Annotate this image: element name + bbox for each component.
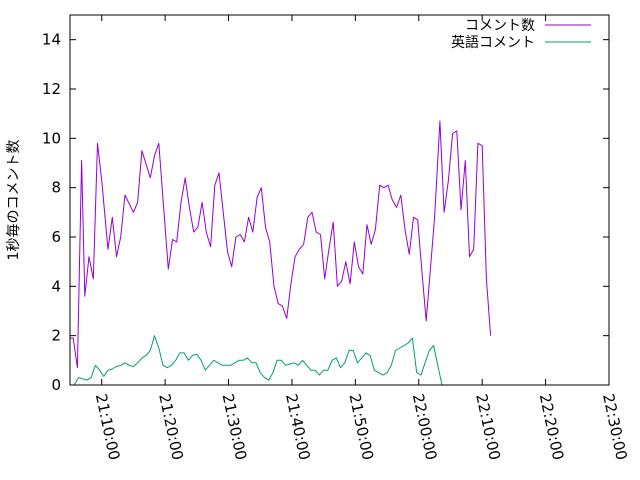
y-tick-label: 14	[42, 31, 61, 49]
series-line-2	[70, 335, 443, 386]
y-tick-label: 4	[51, 277, 61, 295]
series-line-1	[70, 120, 492, 369]
y-tick-label: 8	[51, 179, 61, 197]
x-tick-label: 22:20:00	[536, 392, 568, 462]
legend-label-1: コメント数	[465, 18, 535, 34]
x-tick-label: 21:20:00	[155, 392, 187, 462]
x-tick-label: 21:40:00	[282, 392, 314, 462]
y-tick-label: 6	[51, 228, 61, 246]
x-tick-label: 21:10:00	[92, 392, 124, 462]
y-tick-label: 12	[42, 80, 61, 98]
y-axis-title: 1秒毎のコメント数	[6, 140, 22, 261]
series-layer	[70, 120, 492, 386]
legend-label-2: 英語コメント	[451, 34, 535, 51]
x-tick-label: 22:00:00	[409, 392, 441, 462]
x-axis: 21:10:00 21:20:00 21:30:00 21:40:00 21:50:00…	[92, 15, 631, 462]
x-tick-label: 22:10:00	[472, 392, 504, 462]
y-tick-label: 2	[51, 327, 61, 345]
plot-frame	[69, 14, 610, 386]
x-tick-label: 22:30:00	[599, 392, 631, 462]
x-tick-label: 21:50:00	[345, 392, 377, 462]
y-axis: 0 2 4 6 8 10 12 14	[42, 31, 609, 394]
y-tick-label: 0	[51, 376, 61, 394]
y-tick-label: 10	[42, 129, 61, 147]
x-tick-label: 21:30:00	[219, 392, 251, 462]
